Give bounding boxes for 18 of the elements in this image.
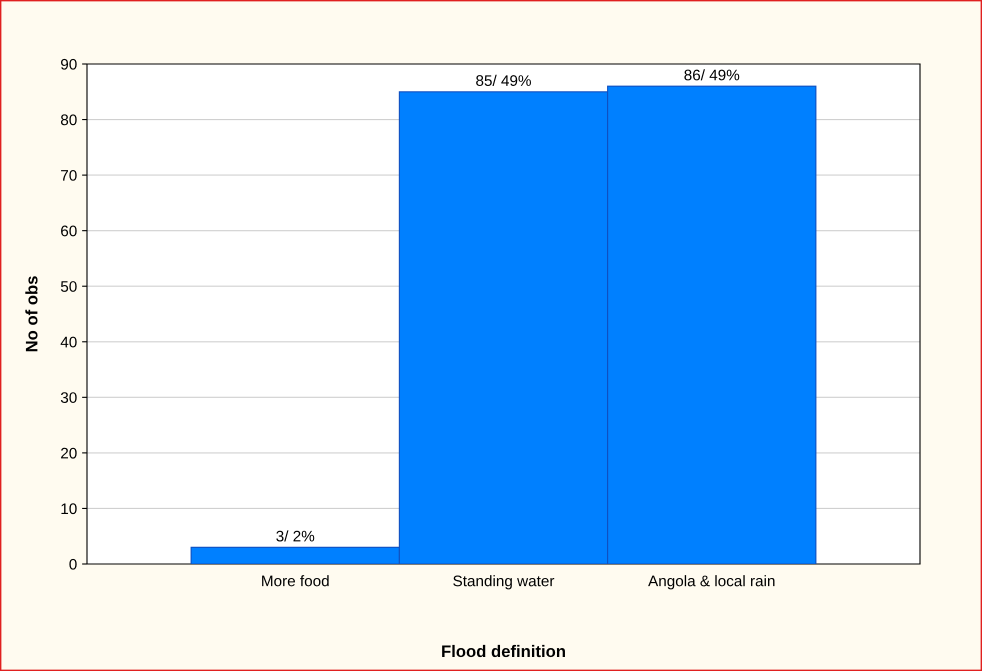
- x-tick-label: More food: [262, 575, 329, 586]
- y-tick-label: 0: [69, 558, 77, 570]
- y-tick-label: 80: [60, 114, 77, 126]
- data-label: 86/ 49%: [684, 69, 740, 80]
- y-tick-label: 20: [61, 448, 77, 459]
- y-tick-label: 90: [61, 58, 77, 70]
- x-tick-label: Angola & local rain: [648, 575, 774, 590]
- x-axis-title: Flood definition: [442, 644, 565, 658]
- data-label: 85/ 49%: [476, 74, 531, 86]
- y-axis-title: No of obs: [25, 276, 38, 352]
- y-tick-label: 40: [60, 336, 77, 348]
- y-tick-label: 30: [60, 392, 77, 404]
- data-label: 3/ 2%: [276, 530, 314, 542]
- y-tick-label: 50: [60, 281, 77, 292]
- y-tick-label: 70: [61, 170, 77, 181]
- y-tick-label: 60: [61, 226, 77, 236]
- y-tick-label: 10: [61, 503, 77, 514]
- x-tick-label: Standing water: [453, 575, 554, 590]
